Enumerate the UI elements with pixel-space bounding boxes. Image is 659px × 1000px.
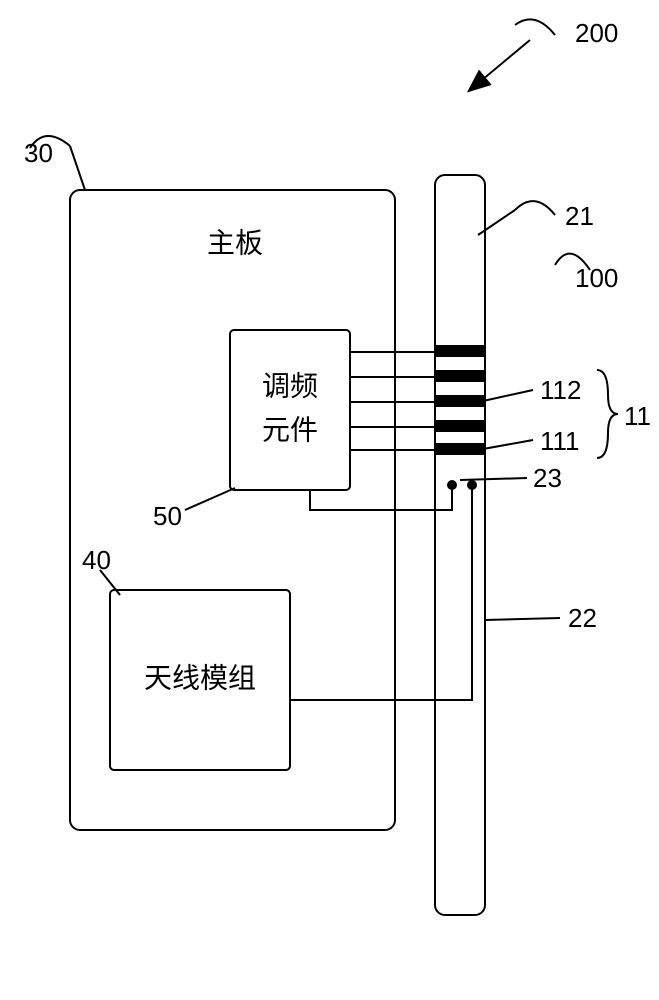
- stripe: [435, 420, 485, 432]
- leaders-group: 20030211001121111123504022: [24, 18, 651, 633]
- diagram-canvas: 主板 调频 元件 天线模组 20030211001121111123504022: [0, 0, 659, 1000]
- stripe: [435, 443, 485, 455]
- ref-112: 112: [540, 375, 581, 405]
- main-board-label: 主板: [207, 227, 263, 258]
- ref-111: 111: [540, 426, 580, 456]
- ref-100: 100: [575, 263, 618, 293]
- ref-40: 40: [82, 545, 111, 575]
- ref-11: 11: [624, 401, 651, 431]
- fm-label-2: 元件: [262, 414, 318, 445]
- stripe: [435, 345, 485, 357]
- stripe: [435, 395, 485, 407]
- stripe: [435, 370, 485, 382]
- fm-label-1: 调频: [262, 370, 318, 401]
- antenna-connector: [290, 485, 472, 700]
- side-bar-box: [435, 175, 485, 915]
- ref-50: 50: [153, 501, 182, 531]
- fm-component-box: [230, 330, 350, 490]
- ref-23: 23: [533, 463, 562, 493]
- stripes-group: [435, 345, 485, 455]
- ref-21: 21: [565, 201, 594, 231]
- antenna-label: 天线模组: [144, 662, 256, 693]
- fm-bottom-connector: [310, 485, 452, 510]
- fm-connectors: [350, 352, 435, 450]
- ref-22: 22: [568, 603, 597, 633]
- ref-30: 30: [24, 138, 53, 168]
- ref-200: 200: [575, 18, 618, 48]
